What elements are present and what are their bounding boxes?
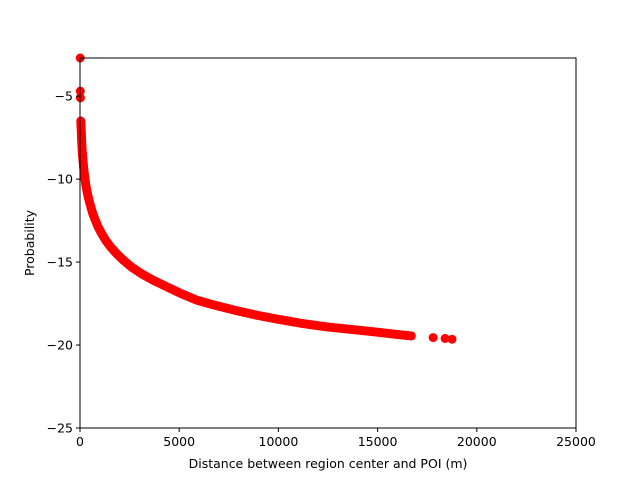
data-point — [406, 331, 416, 341]
y-axis-ticks: −25 −20 −15 −10 −5 — [47, 89, 80, 436]
y-tick-label: −15 — [47, 255, 73, 270]
data-point — [428, 333, 438, 343]
x-tick-label: 0 — [76, 434, 84, 449]
y-tick-label: −5 — [55, 89, 73, 104]
x-tick-label: 5000 — [163, 434, 195, 449]
x-tick-label: 15000 — [358, 434, 398, 449]
y-tick-label: −25 — [47, 421, 73, 436]
x-tick-label: 20000 — [457, 434, 497, 449]
y-axis-label: Probability — [22, 209, 37, 276]
data-point — [447, 334, 457, 344]
y-tick-label: −20 — [47, 338, 73, 353]
x-axis-ticks: 0 5000 10000 15000 20000 25000 — [76, 428, 596, 449]
y-tick-label: −10 — [47, 172, 73, 187]
x-tick-label: 25000 — [556, 434, 596, 449]
x-tick-label: 10000 — [259, 434, 299, 449]
data-points — [75, 53, 457, 344]
x-axis-label: Distance between region center and POI (… — [189, 456, 468, 471]
data-point — [440, 333, 450, 343]
plot-frame — [79, 57, 577, 429]
